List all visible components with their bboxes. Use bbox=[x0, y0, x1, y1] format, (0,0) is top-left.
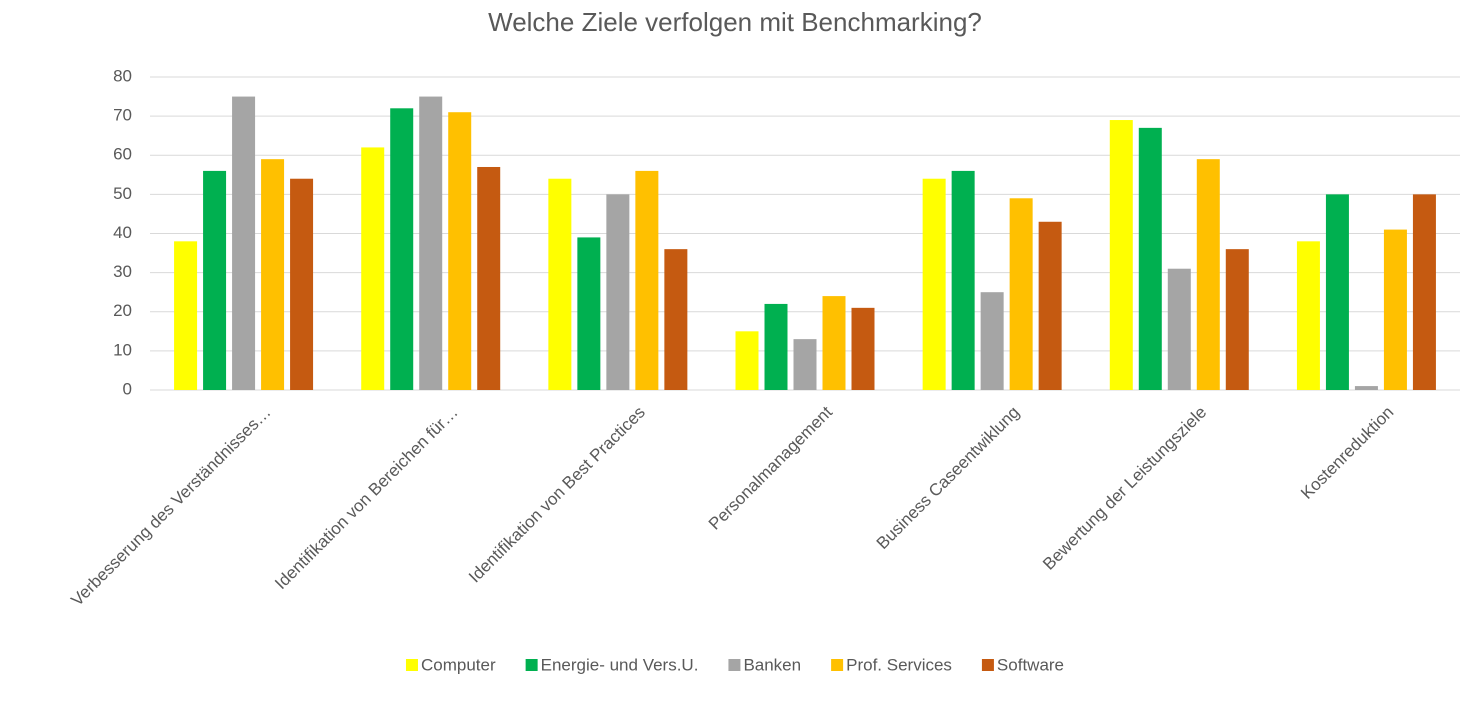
y-tick-label: 20 bbox=[113, 301, 132, 320]
y-tick-label: 50 bbox=[113, 184, 132, 203]
bar bbox=[764, 303, 788, 390]
legend-label: Prof. Services bbox=[846, 655, 952, 674]
bar bbox=[851, 307, 875, 390]
bar bbox=[1138, 127, 1162, 391]
bar bbox=[735, 331, 759, 390]
legend-swatch bbox=[981, 659, 994, 671]
legend-swatch bbox=[831, 659, 844, 671]
y-tick-label: 30 bbox=[113, 262, 132, 281]
legend-swatch bbox=[405, 659, 418, 671]
bar bbox=[548, 178, 572, 390]
legend-label: Banken bbox=[743, 655, 801, 674]
bar bbox=[922, 178, 946, 390]
x-tick-label: Business Caseentwiklung bbox=[873, 403, 1023, 553]
x-tick-label: Bewertung der Leistungsziele bbox=[1039, 403, 1210, 574]
bar bbox=[1038, 221, 1062, 390]
legend-swatch bbox=[525, 659, 538, 671]
x-tick-label: Verbesserung des Verständnisses… bbox=[67, 403, 274, 610]
bar bbox=[1412, 194, 1436, 390]
legend-swatch bbox=[728, 659, 741, 671]
bar bbox=[1109, 120, 1133, 390]
x-tick-label: Identifikation von Best Practices bbox=[465, 403, 649, 587]
legend-label: Computer bbox=[421, 655, 496, 674]
bar bbox=[1196, 159, 1220, 390]
bar bbox=[606, 194, 630, 390]
bar bbox=[1009, 198, 1033, 390]
bar bbox=[290, 178, 314, 390]
bar bbox=[1296, 241, 1320, 390]
bar bbox=[1167, 268, 1191, 390]
bar bbox=[980, 292, 1004, 390]
y-tick-label: 70 bbox=[113, 106, 132, 125]
bar bbox=[793, 339, 817, 390]
legend-label: Software bbox=[997, 655, 1064, 674]
legend-label: Energie- und Vers.U. bbox=[541, 655, 699, 674]
bar bbox=[822, 296, 846, 390]
bar bbox=[477, 166, 501, 390]
bar bbox=[1383, 229, 1407, 390]
bar bbox=[577, 237, 601, 390]
bar bbox=[448, 112, 472, 391]
x-tick-label: Kostenreduktion bbox=[1297, 403, 1397, 503]
y-tick-label: 10 bbox=[113, 340, 132, 359]
legend: Computer Energie- und Vers.U. Banken Prof. … bbox=[405, 655, 1064, 674]
bar bbox=[951, 170, 975, 390]
bar bbox=[232, 96, 256, 390]
bar bbox=[390, 108, 414, 391]
bar bbox=[361, 147, 385, 390]
bar bbox=[261, 159, 285, 390]
y-tick-label: 80 bbox=[113, 66, 132, 85]
y-tick-label: 0 bbox=[123, 379, 132, 398]
chart-title: Welche Ziele verfolgen mit Benchmarking? bbox=[488, 7, 982, 37]
bar bbox=[174, 241, 198, 390]
bar bbox=[1225, 249, 1249, 390]
bar bbox=[635, 170, 659, 390]
bar bbox=[1325, 194, 1349, 390]
y-tick-label: 60 bbox=[113, 145, 132, 164]
bar bbox=[664, 249, 688, 390]
x-tick-label: Identifikation von Bereichen für… bbox=[271, 403, 462, 594]
bar bbox=[1354, 386, 1378, 390]
bar bbox=[419, 96, 443, 390]
x-tick-label: Personalmanagement bbox=[705, 402, 836, 533]
bar bbox=[203, 170, 227, 390]
y-tick-label: 40 bbox=[113, 223, 132, 242]
